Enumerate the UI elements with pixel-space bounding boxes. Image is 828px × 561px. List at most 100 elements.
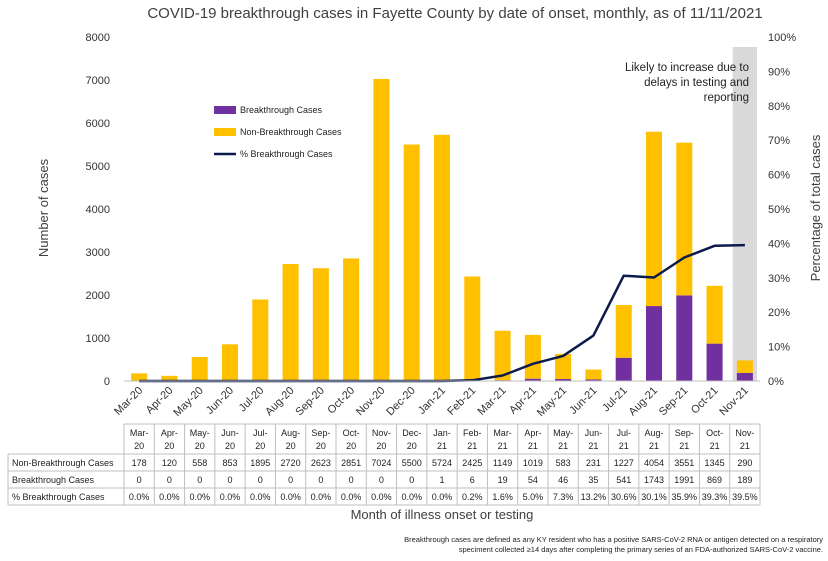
y2-tick-label: 80% <box>768 101 790 113</box>
table-cell: 2851 <box>341 458 361 468</box>
y-tick-label: 0 <box>104 376 110 388</box>
legend-swatch <box>214 128 236 136</box>
table-header-cell: Jul- <box>253 428 268 438</box>
table-header-cell: 21 <box>710 441 720 451</box>
highlight-band <box>732 47 757 381</box>
table-header-cell: Oct- <box>706 428 723 438</box>
bar-breakthrough <box>585 379 602 381</box>
y2-tick-label: 30% <box>768 273 790 285</box>
table-cell: 0.0% <box>189 492 210 502</box>
bar-non-breakthrough <box>343 258 360 381</box>
y2-tick-label: 90% <box>768 66 790 78</box>
bar-non-breakthrough <box>221 344 239 381</box>
bar-non-breakthrough <box>645 131 663 307</box>
table-cell: 1743 <box>644 475 664 485</box>
y2-tick-label: 0% <box>768 376 784 388</box>
bar-breakthrough <box>555 379 572 381</box>
table-cell: 0 <box>288 475 293 485</box>
table-cell: 0 <box>137 475 142 485</box>
table-header-cell: Feb- <box>463 428 482 438</box>
table-cell: 1991 <box>674 475 694 485</box>
table-header-cell: Jul- <box>616 428 631 438</box>
table-cell: 54 <box>528 475 538 485</box>
data-table: Mar- 20 Apr- 20 May- 20 Jun- 20 Jul- 20 Aug- 20 Sep-… <box>7 423 761 506</box>
y-tick-label: 6000 <box>86 118 110 130</box>
y2-tick-label: 20% <box>768 307 790 319</box>
bar-non-breakthrough <box>312 268 329 381</box>
annotation-line: Likely to increase due to <box>625 62 749 74</box>
bar-breakthrough <box>736 372 753 381</box>
table-header-cell: Dec- <box>402 428 421 438</box>
highlight-layer <box>732 47 757 381</box>
bar-non-breakthrough <box>252 299 269 381</box>
table-cell: 1149 <box>493 458 512 468</box>
table-cell: 6 <box>470 475 475 485</box>
table-cell: 0 <box>318 475 323 485</box>
table-row-label: Breakthrough Cases <box>12 475 95 485</box>
x-tick-label: Mar-21 <box>476 385 509 418</box>
table-cell: 583 <box>556 458 571 468</box>
table-cell: 558 <box>192 458 207 468</box>
table-cell: 30.6% <box>611 492 637 502</box>
x-tick-label: Jun-21 <box>567 385 599 417</box>
x-axis-label: Month of illness onset or testing <box>351 507 534 522</box>
x-tick-label: Oct-21 <box>689 385 721 417</box>
table-cell: 0.0% <box>341 492 362 502</box>
table-cell: 39.5% <box>732 492 758 502</box>
x-tick-label: Nov-21 <box>717 385 751 419</box>
legend-label: Non-Breakthrough Cases <box>240 127 342 137</box>
bar-non-breakthrough <box>676 142 693 296</box>
table-cell: 4054 <box>644 458 664 468</box>
table-cell: 869 <box>707 475 722 485</box>
table-cell: 0 <box>227 475 232 485</box>
table-cell: 39.3% <box>702 492 728 502</box>
table-header-cell: Jun- <box>221 428 239 438</box>
table-header-cell: 20 <box>286 441 296 451</box>
y2-axis-label: Percentage of total cases <box>808 134 823 281</box>
table-cell: 2720 <box>281 458 301 468</box>
table-cell: 0 <box>197 475 202 485</box>
table-header-cell: 20 <box>255 441 265 451</box>
y-tick-label: 5000 <box>86 161 110 173</box>
x-tick-label: Nov-20 <box>354 385 388 419</box>
table-cell: 189 <box>737 475 752 485</box>
table-cell: 120 <box>162 458 177 468</box>
bar-breakthrough <box>676 295 693 381</box>
x-tick-label: Mar-20 <box>112 385 145 418</box>
legend: Breakthrough Cases Non-Breakthrough Cases… <box>214 105 342 159</box>
footnote: Breakthrough cases are defined as any KY… <box>404 535 823 554</box>
table-cell: 541 <box>616 475 631 485</box>
y-tick-label: 3000 <box>86 247 110 259</box>
y2-tick-label: 70% <box>768 135 790 147</box>
table-header-cell: Apr- <box>524 428 541 438</box>
table-cell: 1227 <box>614 458 634 468</box>
table-cell: 0.0% <box>432 492 453 502</box>
y-tick-label: 8000 <box>86 32 110 44</box>
table-cell: 13.2% <box>581 492 607 502</box>
bar-non-breakthrough <box>191 357 208 381</box>
table-cell: 5.0% <box>523 492 544 502</box>
x-tick-label: Aug-20 <box>263 385 297 419</box>
footnote-line: Breakthrough cases are defined as any KY… <box>404 535 823 544</box>
table-cell: 1019 <box>523 458 543 468</box>
table-header-cell: Aug- <box>281 428 300 438</box>
table-header-cell: 20 <box>134 441 144 451</box>
y2-tick-label: 50% <box>768 204 790 216</box>
annotation-line: reporting <box>704 92 749 104</box>
table-header-cell: 20 <box>407 441 417 451</box>
table-header-cell: May- <box>553 428 573 438</box>
legend-label: % Breakthrough Cases <box>240 149 333 159</box>
table-header-cell: 20 <box>164 441 174 451</box>
table-cell: 0.0% <box>280 492 301 502</box>
table-header-cell: Oct- <box>343 428 360 438</box>
bars-layer <box>131 78 753 381</box>
y2-tick-label: 40% <box>768 238 790 250</box>
bar-breakthrough <box>524 378 541 381</box>
y-tick-label: 7000 <box>86 75 110 87</box>
table-cell: 35 <box>588 475 598 485</box>
table-header-cell: 21 <box>467 441 477 451</box>
table-header-cell: 21 <box>437 441 447 451</box>
table-header-cell: 21 <box>619 441 629 451</box>
x-tick-label: Apr-21 <box>507 385 539 417</box>
y-tick-label: 1000 <box>86 333 110 345</box>
